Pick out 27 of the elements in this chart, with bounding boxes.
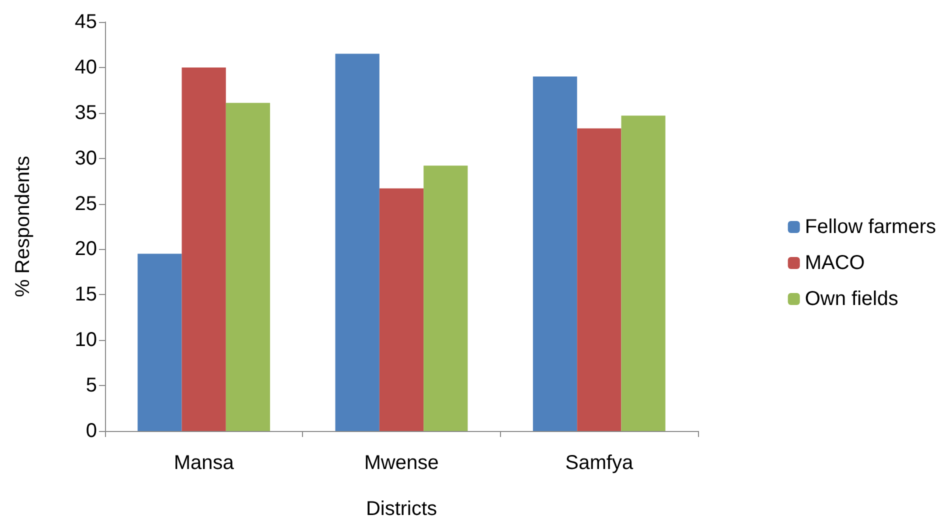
y-tick-label: 10 <box>74 329 97 352</box>
y-tick-label: 20 <box>74 238 97 260</box>
bar <box>577 128 622 431</box>
y-tick-label: 30 <box>74 147 97 170</box>
y-tick-label: 5 <box>86 374 97 397</box>
bar <box>424 166 468 431</box>
x-tick-label: Mansa <box>174 452 235 474</box>
y-tick-label: 25 <box>74 192 97 215</box>
bar <box>335 54 380 431</box>
y-tick-label: 15 <box>74 284 97 306</box>
y-tick-label: 45 <box>74 11 97 33</box>
y-tick-label: 35 <box>74 102 97 124</box>
y-tick-label: 0 <box>86 420 97 442</box>
x-tick-label: Samfya <box>565 452 634 474</box>
y-axis-title: % Respondents <box>12 156 34 298</box>
bar <box>379 188 424 431</box>
y-tick-label: 40 <box>74 56 97 78</box>
legend-label: MACO <box>804 252 865 274</box>
bar <box>182 67 226 431</box>
legend-label: Own fields <box>804 288 898 310</box>
x-tick-label: Mwense <box>364 452 439 474</box>
bar <box>532 76 578 431</box>
x-axis-title: Districts <box>366 498 438 520</box>
bar <box>226 102 270 431</box>
legend-label: Fellow farmers <box>804 216 936 238</box>
bar <box>621 116 666 431</box>
bar <box>138 254 182 431</box>
